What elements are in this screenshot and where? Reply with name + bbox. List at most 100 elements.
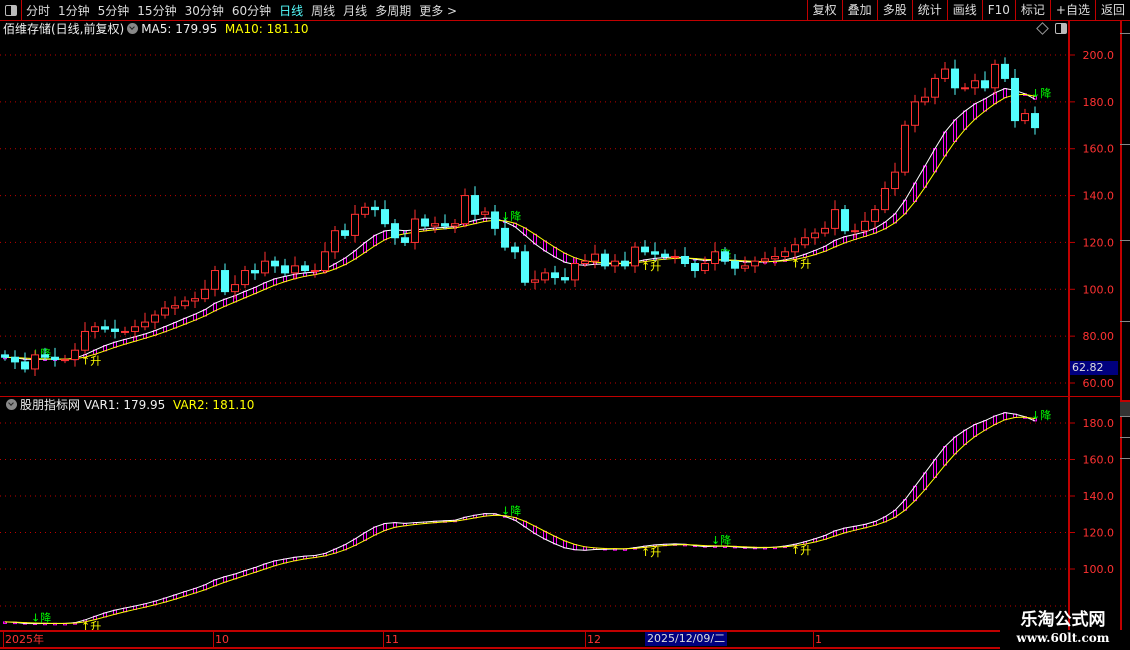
candle-body xyxy=(741,265,749,269)
candle-body xyxy=(111,328,119,332)
candle-body xyxy=(571,263,579,281)
period-tab[interactable]: 60分钟 xyxy=(231,3,272,18)
candle-body xyxy=(431,223,439,227)
candle-body xyxy=(481,211,489,215)
sub-var1-line xyxy=(4,412,1036,625)
sub-band-bar xyxy=(953,436,957,455)
period-tab[interactable]: 分时 xyxy=(26,3,51,18)
var1-label: VAR1: 179.95 xyxy=(83,398,166,412)
candle-body xyxy=(171,305,179,309)
period-tab[interactable]: 日线 xyxy=(279,3,304,18)
candle-body xyxy=(1011,77,1019,122)
candle-body xyxy=(21,361,29,370)
candle-body xyxy=(461,195,469,225)
y-tick-label: 200.0 xyxy=(1083,49,1115,62)
period-tab[interactable]: 15分钟 xyxy=(137,3,177,18)
candle-body xyxy=(621,260,629,267)
candle-body xyxy=(941,68,949,79)
candle-body xyxy=(761,258,769,262)
sub-signal-label: ↓降 xyxy=(501,503,521,517)
sub-band-bar xyxy=(383,523,387,531)
candle-body xyxy=(591,253,599,262)
candle-body xyxy=(911,101,919,126)
panel-toggle-icon[interactable] xyxy=(1055,23,1067,34)
y-tick-label: 100.0 xyxy=(1083,283,1115,296)
candle-body xyxy=(961,87,969,90)
sub-band-bar xyxy=(553,535,557,545)
candle-body xyxy=(821,227,829,234)
y-tick-label: 60.00 xyxy=(1083,377,1115,390)
candle-body xyxy=(1021,113,1029,122)
candle-body xyxy=(561,277,569,281)
pane-separator xyxy=(0,396,1120,397)
toolbar-button[interactable]: 复权 xyxy=(806,0,842,20)
candle-body xyxy=(61,359,69,362)
candle-body xyxy=(901,124,909,173)
period-tab[interactable]: 1分钟 xyxy=(58,3,90,18)
candle-body xyxy=(701,263,709,272)
candle-body xyxy=(991,63,999,89)
period-tab[interactable]: 周线 xyxy=(311,3,336,18)
y-tick-label: 180.0 xyxy=(1083,96,1115,109)
candle-body xyxy=(351,213,359,236)
candle-body xyxy=(321,251,329,272)
chevron-down-icon[interactable] xyxy=(127,23,139,34)
candle-body xyxy=(41,354,49,358)
toolbar-button[interactable]: F10 xyxy=(981,0,1015,20)
chevron-down-icon[interactable] xyxy=(6,399,17,410)
sub-y-tick-label: 140.0 xyxy=(1083,490,1115,503)
candle-body xyxy=(511,246,519,253)
candle-body xyxy=(581,260,589,265)
toolbar-button[interactable]: +自选 xyxy=(1049,0,1095,20)
candle-body xyxy=(801,237,809,246)
period-tab[interactable]: 月线 xyxy=(343,3,368,18)
candle-body xyxy=(631,246,639,267)
candle-body xyxy=(191,298,199,302)
layout-toggle-icon[interactable] xyxy=(0,0,22,20)
y-tick-label: 120.0 xyxy=(1083,236,1115,249)
candle-body xyxy=(261,260,269,274)
toolbar-button[interactable]: 返回 xyxy=(1094,0,1130,20)
main-band-bar xyxy=(553,246,557,258)
toolbar-button[interactable]: 多股 xyxy=(876,0,912,20)
sub-band-bar xyxy=(393,522,397,528)
period-tab[interactable]: 5分钟 xyxy=(97,3,130,18)
y-tick-label: 160.0 xyxy=(1083,143,1115,156)
period-tab[interactable]: 30分钟 xyxy=(184,3,224,18)
current-price-label: 62.82 xyxy=(1070,361,1118,375)
sub-signal-label: ↓降 xyxy=(1031,408,1051,422)
period-tab[interactable]: 更多 > xyxy=(419,3,458,18)
toolbar-button[interactable]: 标记 xyxy=(1014,0,1050,20)
main-band-bar xyxy=(973,103,977,120)
candle-body xyxy=(471,195,479,215)
candle-body xyxy=(831,209,839,229)
candle-body xyxy=(811,232,819,239)
sub-band-bar xyxy=(963,429,967,445)
sub-pane-title: 股朋指标网 VAR1: 179.95 VAR2: 181.10 xyxy=(3,397,254,413)
sub-band-bar xyxy=(373,526,377,536)
candle-body xyxy=(301,265,309,272)
toolbar-button[interactable]: 画线 xyxy=(946,0,982,20)
sub-band-bar xyxy=(573,544,577,551)
candle-body xyxy=(221,270,229,293)
candle-body xyxy=(241,270,249,286)
sub-y-tick-label: 160.0 xyxy=(1083,454,1115,467)
sub-band-bar xyxy=(923,472,927,491)
main-var2-line xyxy=(4,93,1036,360)
main-band-bar xyxy=(943,131,947,157)
candle-body xyxy=(131,326,139,332)
ma5-label: MA5: 179.95 xyxy=(141,22,218,36)
toolbar-button[interactable]: 叠加 xyxy=(841,0,877,20)
sub-signal-label: ↓降 xyxy=(711,533,731,547)
main-var1-line xyxy=(4,88,1036,360)
side-tabs[interactable] xyxy=(1120,21,1130,630)
candle-body xyxy=(501,227,509,248)
main-band-bar xyxy=(383,230,387,241)
sub-band-bar xyxy=(933,458,937,478)
toolbar-button[interactable]: 统计 xyxy=(911,0,947,20)
period-tab[interactable]: 多周期 xyxy=(375,3,412,18)
candle-body xyxy=(971,80,979,89)
sub-band-bar xyxy=(943,446,947,466)
candle-body xyxy=(211,270,219,290)
